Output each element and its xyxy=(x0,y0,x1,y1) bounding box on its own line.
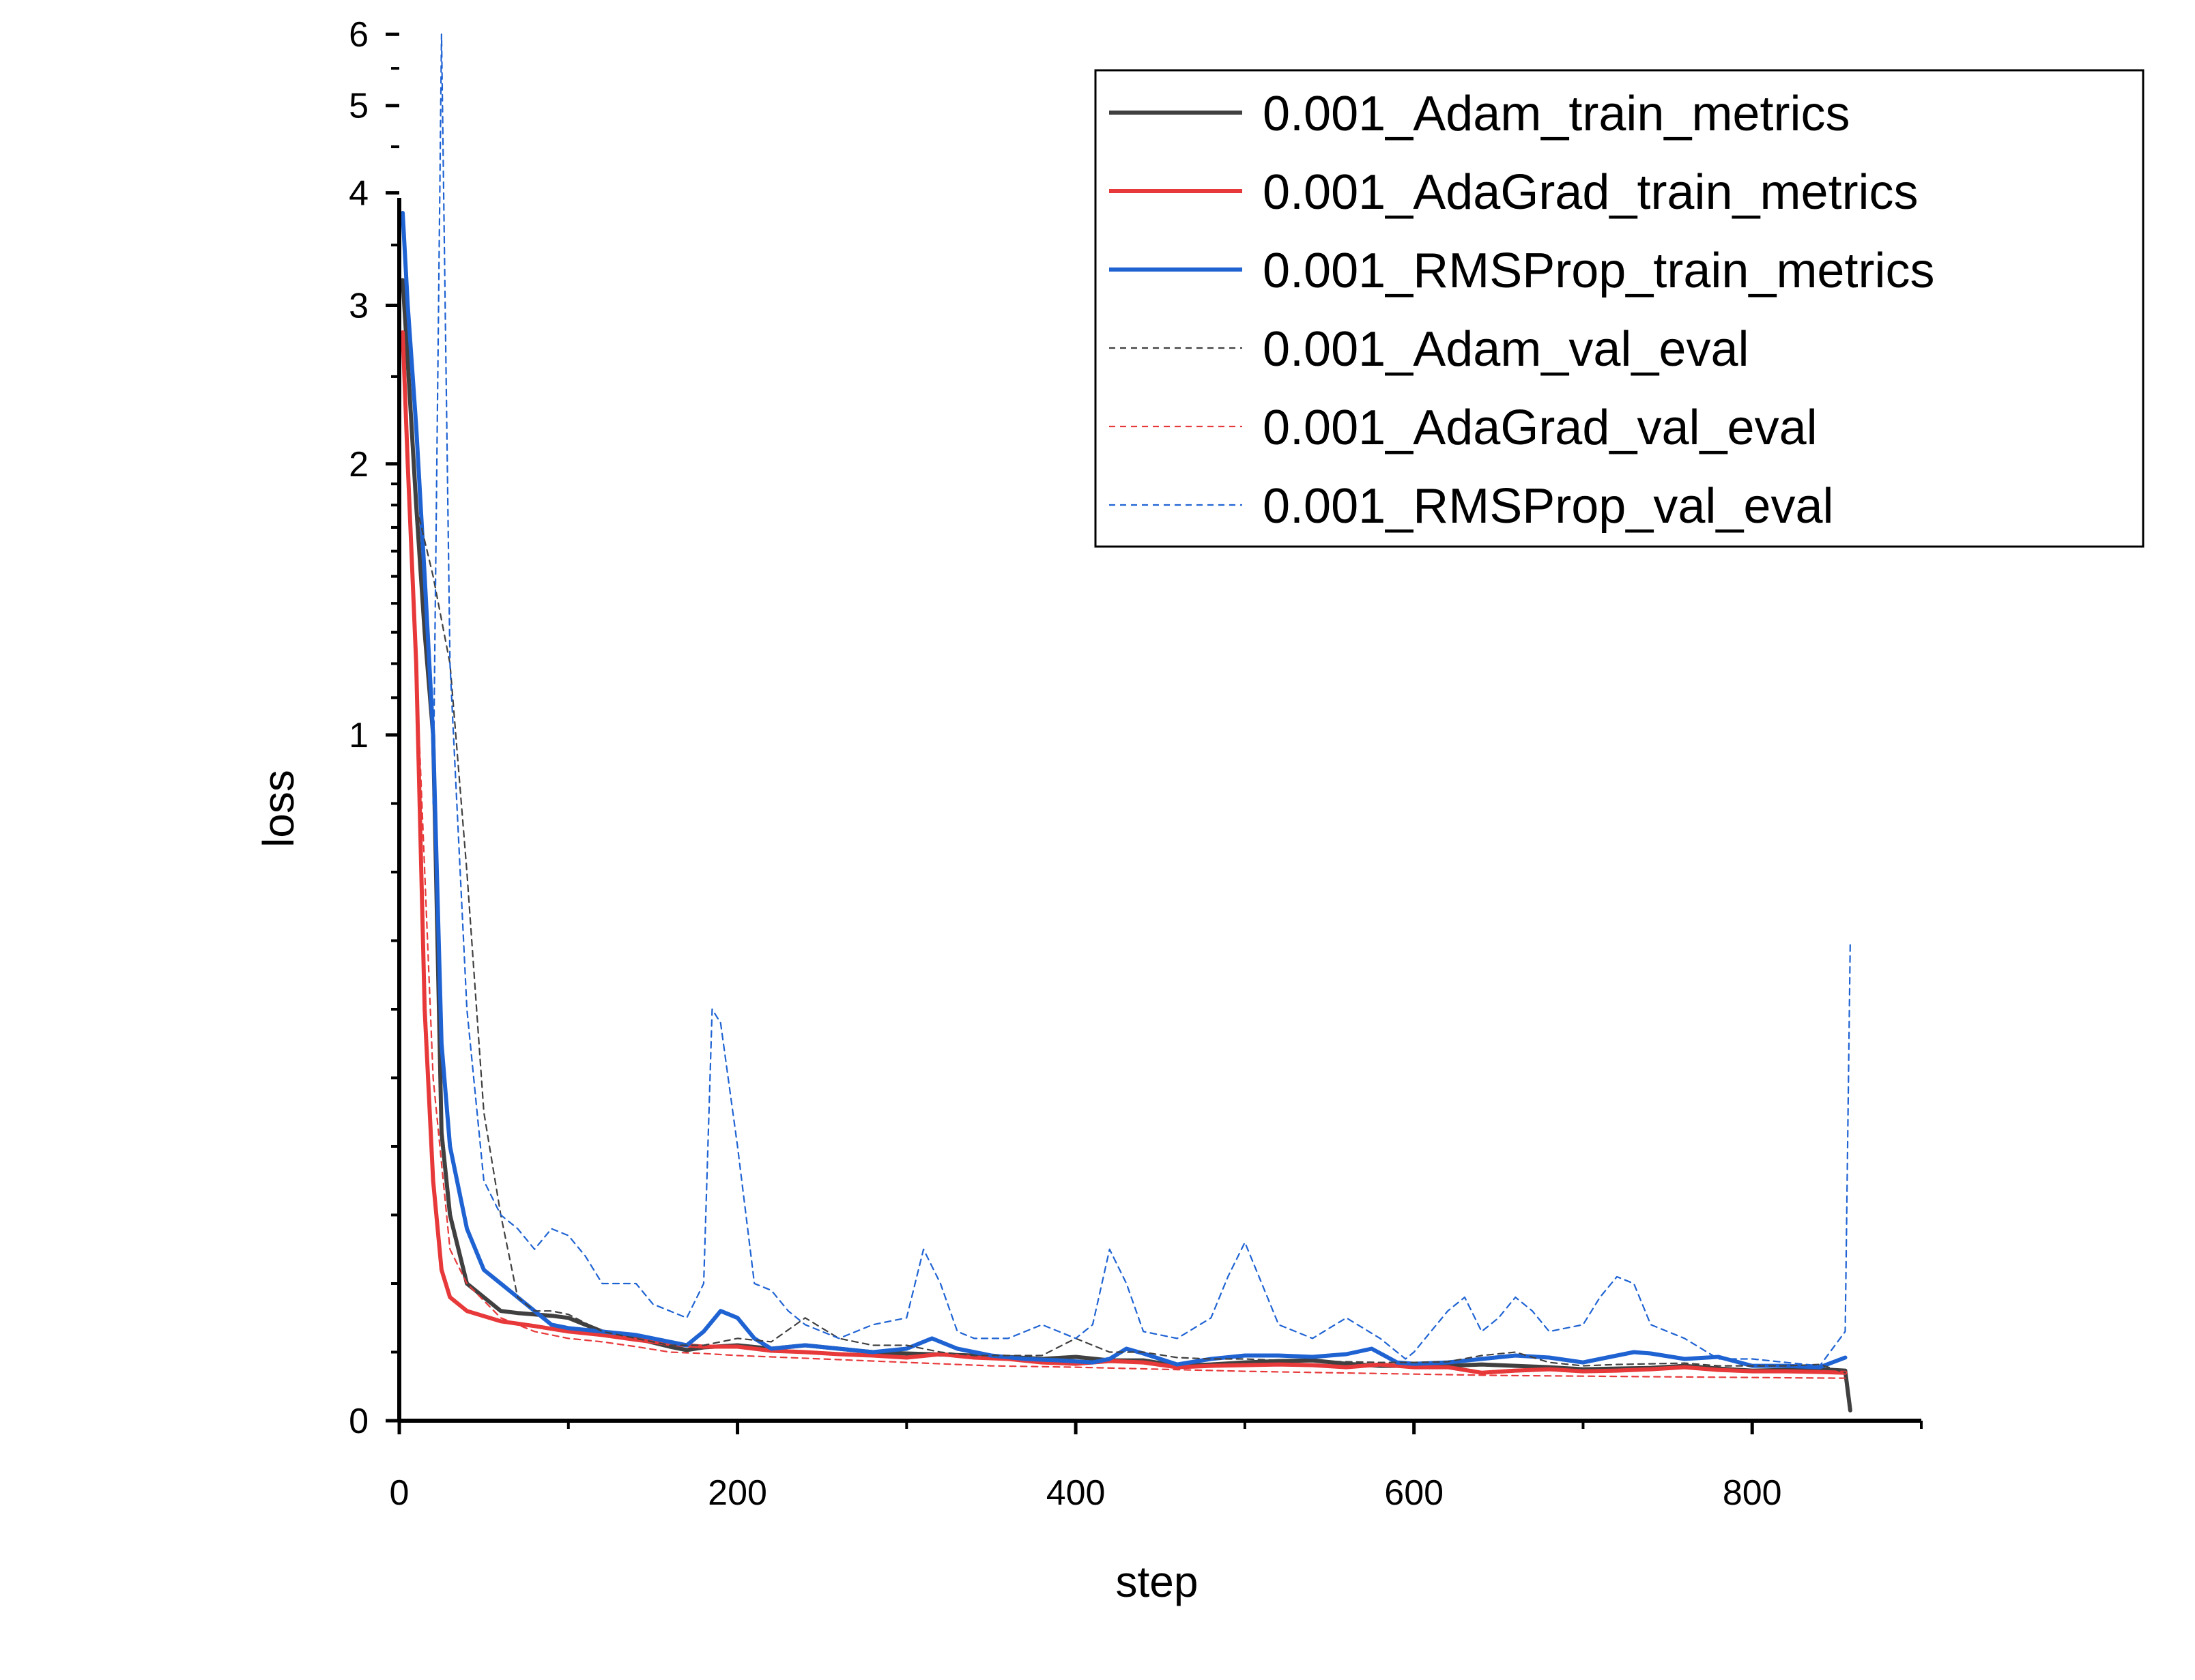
legend: 0.001_Adam_train_metrics 0.001_AdaGrad_tr… xyxy=(1094,69,2144,548)
series-line xyxy=(432,33,1851,1367)
legend-items: 0.001_Adam_train_metrics 0.001_AdaGrad_tr… xyxy=(1109,87,1934,534)
y-tick-label: 1 xyxy=(349,716,369,755)
y-tick-label: 4 xyxy=(349,174,369,214)
y-tick-label: 5 xyxy=(349,87,369,126)
y-tick-label: 6 xyxy=(349,15,369,55)
legend-box xyxy=(1094,69,2144,548)
axes: 0 200 400 600 800 0 1 2 3 4 5 6 step loss xyxy=(254,15,1923,1606)
x-tick-label: 800 xyxy=(1723,1473,1782,1513)
legend-label: 0.001_RMSProp_train_metrics xyxy=(1263,244,1934,298)
x-tick-label: 200 xyxy=(708,1473,767,1513)
y-tick-label: 0 xyxy=(349,1402,369,1441)
y-tick-label: 2 xyxy=(349,445,369,484)
series-line xyxy=(401,330,1848,1375)
x-axis-title: step xyxy=(1116,1557,1199,1606)
x-tick-label: 400 xyxy=(1046,1473,1106,1513)
legend-label: 0.001_AdaGrad_train_metrics xyxy=(1263,165,1919,220)
y-tick-label: 3 xyxy=(349,286,369,325)
series-line xyxy=(407,375,1846,1374)
legend-label: 0.001_Adam_val_eval xyxy=(1263,322,1749,377)
legend-label: 0.001_RMSProp_val_eval xyxy=(1263,479,1834,534)
x-tick-label: 600 xyxy=(1384,1473,1444,1513)
series-line xyxy=(401,211,1848,1370)
x-ticks: 0 200 400 600 800 xyxy=(390,1421,1923,1513)
legend-label: 0.001_AdaGrad_val_eval xyxy=(1263,401,1818,455)
series-line xyxy=(407,463,1846,1379)
series-layer xyxy=(401,33,1852,1413)
x-tick-label: 0 xyxy=(390,1473,410,1513)
y-axis-title: loss xyxy=(254,770,303,848)
y-ticks: 0 1 2 3 4 5 6 xyxy=(349,15,399,1441)
legend-label: 0.001_Adam_train_metrics xyxy=(1263,87,1850,141)
